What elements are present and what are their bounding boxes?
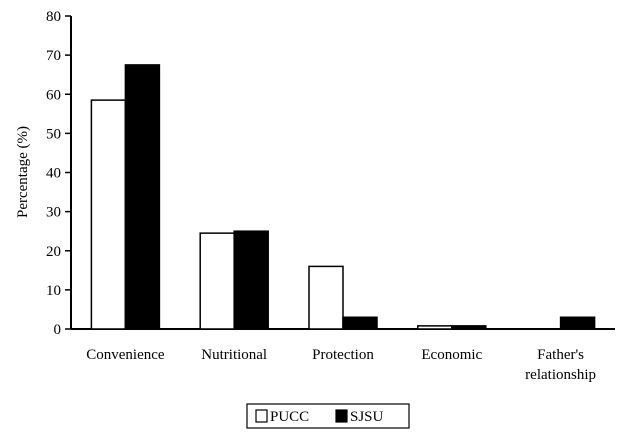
bar-pucc-1 — [199, 232, 235, 330]
y-tick-label: 10 — [46, 283, 61, 299]
legend-label-sjsu: SJSU — [350, 409, 384, 425]
legend: PUCC SJSU — [246, 403, 410, 429]
x-tick-label-line: Convenience — [86, 347, 165, 363]
bar-sjsu-2 — [342, 316, 378, 330]
x-tick-label-line: relationship — [525, 367, 596, 383]
legend-box — [246, 403, 410, 429]
y-tick-label: 30 — [46, 205, 61, 221]
bar-sjsu-1 — [233, 230, 269, 330]
y-tick-label: 80 — [46, 9, 61, 25]
y-axis-ticks: 0 10 20 30 40 50 60 70 80 — [46, 9, 71, 338]
x-axis-ticks: Convenience Nutritional Protection Economic… — [86, 347, 596, 383]
y-tick-label: 70 — [46, 48, 61, 64]
x-tick-label: Nutritional — [201, 347, 267, 363]
x-tick-label: Economic — [421, 347, 482, 363]
bars — [90, 64, 596, 330]
y-axis-label-group: Percentage (%) — [15, 126, 31, 218]
y-tick-label: 50 — [46, 126, 61, 142]
legend-swatch-sjsu — [335, 409, 348, 423]
y-tick-label: 0 — [54, 322, 62, 338]
bar-pucc-2 — [308, 265, 344, 330]
bar-sjsu-4 — [559, 316, 596, 330]
y-tick-label: 60 — [46, 87, 61, 103]
x-tick-label-line: Father's — [537, 347, 584, 363]
x-tick-label: Protection — [312, 347, 374, 363]
legend-label-pucc: PUCC — [270, 409, 309, 425]
bar-sjsu-3 — [451, 325, 487, 330]
y-axis-label: Percentage (%) — [15, 126, 31, 218]
legend-swatch-pucc — [255, 409, 268, 423]
x-tick-label: Father's relationship — [525, 347, 596, 383]
x-tick-label-line: Nutritional — [201, 347, 267, 363]
bar-pucc-0 — [90, 99, 127, 330]
y-tick-label: 20 — [46, 244, 61, 260]
y-tick-label: 40 — [46, 166, 61, 182]
bar-pucc-3 — [417, 325, 453, 330]
x-tick-label-line: Economic — [421, 347, 482, 363]
x-tick-label: Convenience — [86, 347, 165, 363]
x-tick-label-line: Protection — [312, 347, 374, 363]
bar-sjsu-0 — [124, 64, 161, 330]
